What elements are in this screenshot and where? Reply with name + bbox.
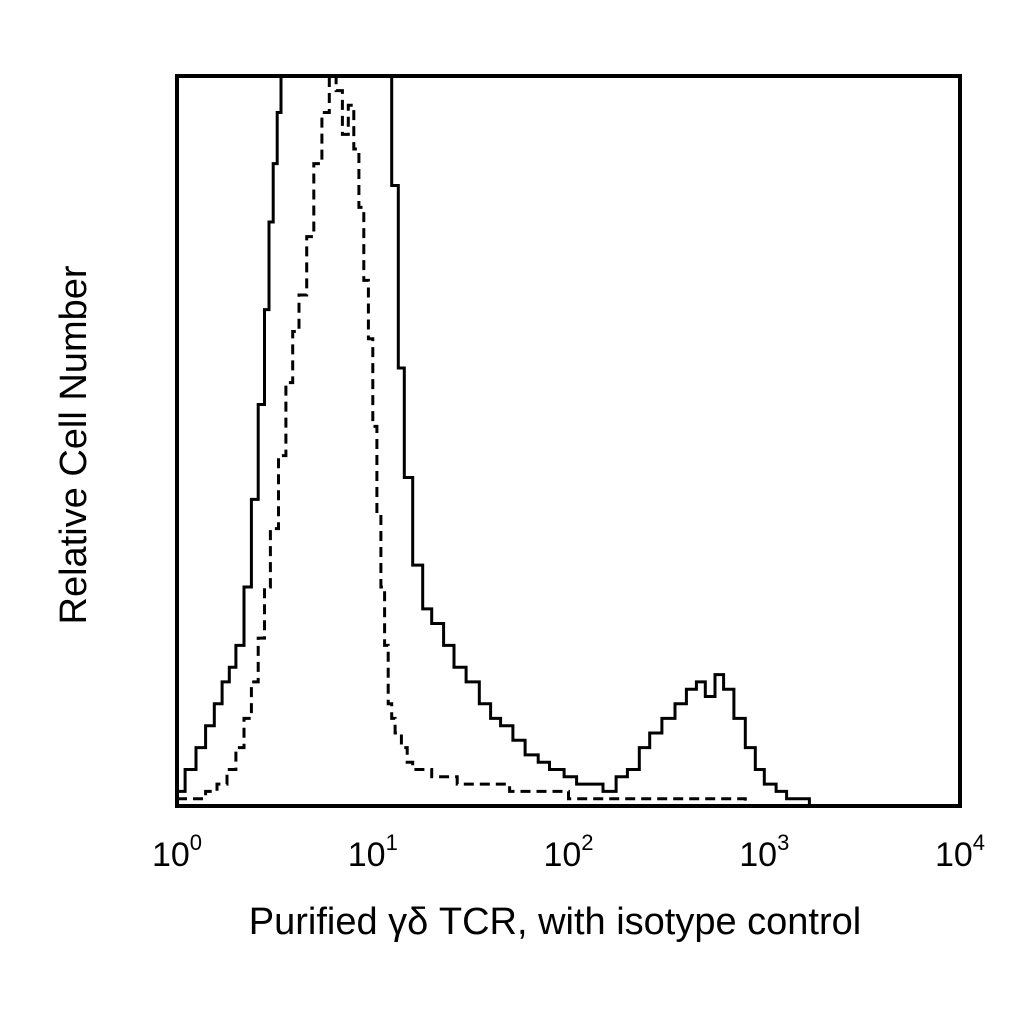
x-tick-label: 102 [543,830,593,874]
gamma-delta-tcr-series [177,74,815,808]
x-tick-label: 103 [739,830,789,874]
series-layer [177,74,815,808]
x-axis-label: Purified γδ TCR, with isotype control [249,901,861,943]
plot-area [177,74,815,808]
x-tick-labels: 100 101 102 103 104 [152,830,985,874]
plot-frame [175,74,962,808]
x-tick-label: 101 [348,830,398,874]
x-tick-label: 100 [152,830,202,874]
isotype-control-series [177,74,765,808]
y-axis-label: Relative Cell Number [53,265,95,624]
x-tick-label: 104 [935,830,985,874]
